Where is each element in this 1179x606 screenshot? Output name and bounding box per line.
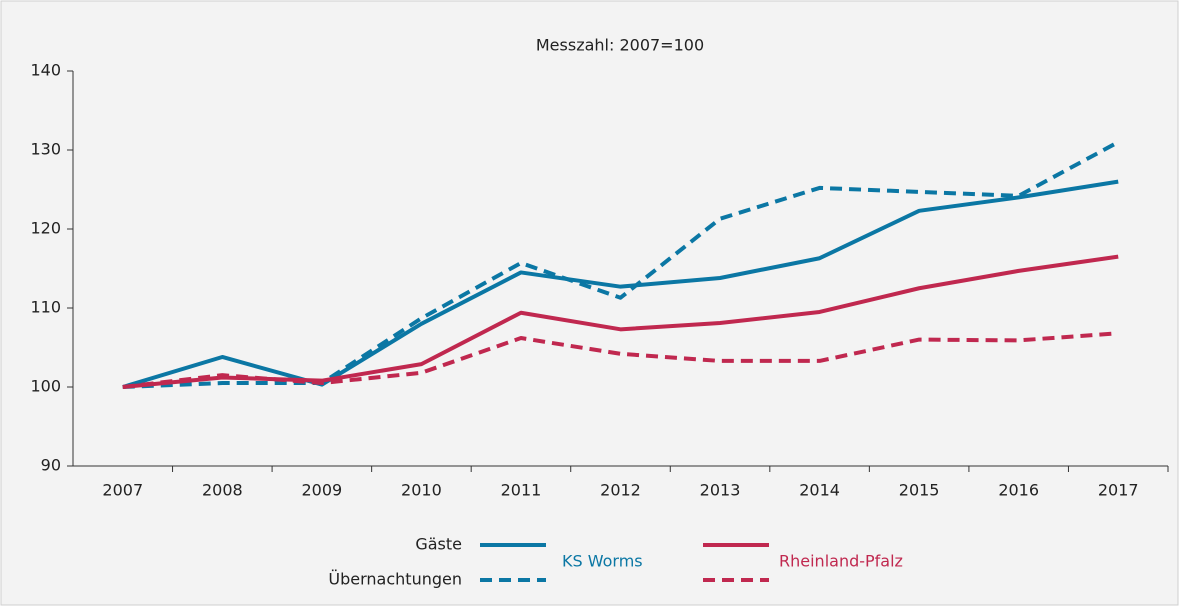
legend-row-label: Gäste — [415, 535, 462, 554]
legend-row-label: Übernachtungen — [328, 570, 462, 589]
x-tick-label: 2011 — [501, 481, 542, 500]
x-tick-label: 2012 — [600, 481, 641, 500]
series-line — [122, 254, 1119, 389]
x-tick-label: 2008 — [202, 481, 243, 500]
x-tick-label: 2016 — [998, 481, 1039, 500]
x-tick-label: 2007 — [102, 481, 143, 500]
chart-title: Messzahl: 2007=100 — [536, 36, 704, 55]
y-tick-label: 130 — [30, 140, 61, 159]
x-tick-label: 2017 — [1098, 481, 1139, 500]
x-tick-label: 2015 — [899, 481, 940, 500]
series-line — [122, 140, 1120, 389]
x-tick-label: 2010 — [401, 481, 442, 500]
y-tick-label: 110 — [30, 298, 61, 317]
x-tick-label: 2014 — [799, 481, 840, 500]
x-tick-label: 2013 — [700, 481, 741, 500]
y-tick-label: 100 — [30, 377, 61, 396]
y-tick-label: 120 — [30, 219, 61, 238]
series-line — [122, 179, 1119, 389]
series-line — [122, 331, 1119, 389]
x-tick-label: 2009 — [302, 481, 343, 500]
y-tick-label: 90 — [41, 456, 61, 475]
y-tick-label: 140 — [30, 61, 61, 80]
legend-group-label: KS Worms — [562, 552, 643, 571]
legend-group-label: Rheinland-Pfalz — [779, 552, 903, 571]
